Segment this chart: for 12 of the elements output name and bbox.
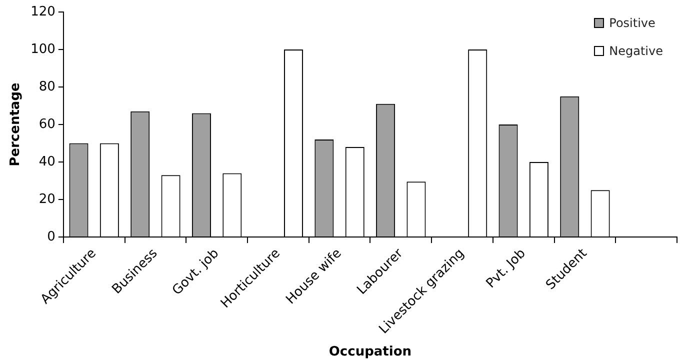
y-tick-label: 80 xyxy=(38,79,56,94)
x-tick-label: Pvt. Job xyxy=(484,246,529,292)
x-axis-title: Occupation xyxy=(328,344,412,360)
y-tick-label: 20 xyxy=(38,192,56,207)
y-axis-title: Percentage xyxy=(8,82,24,166)
y-tick-label: 0 xyxy=(47,229,56,244)
y-tick-label: 100 xyxy=(30,42,56,57)
legend-label: Negative xyxy=(609,44,663,58)
legend-label: Positive xyxy=(609,16,656,30)
y-tick-label: 120 xyxy=(30,4,56,20)
y-tick-label: 40 xyxy=(38,154,56,170)
y-tick-label: 60 xyxy=(38,116,56,132)
